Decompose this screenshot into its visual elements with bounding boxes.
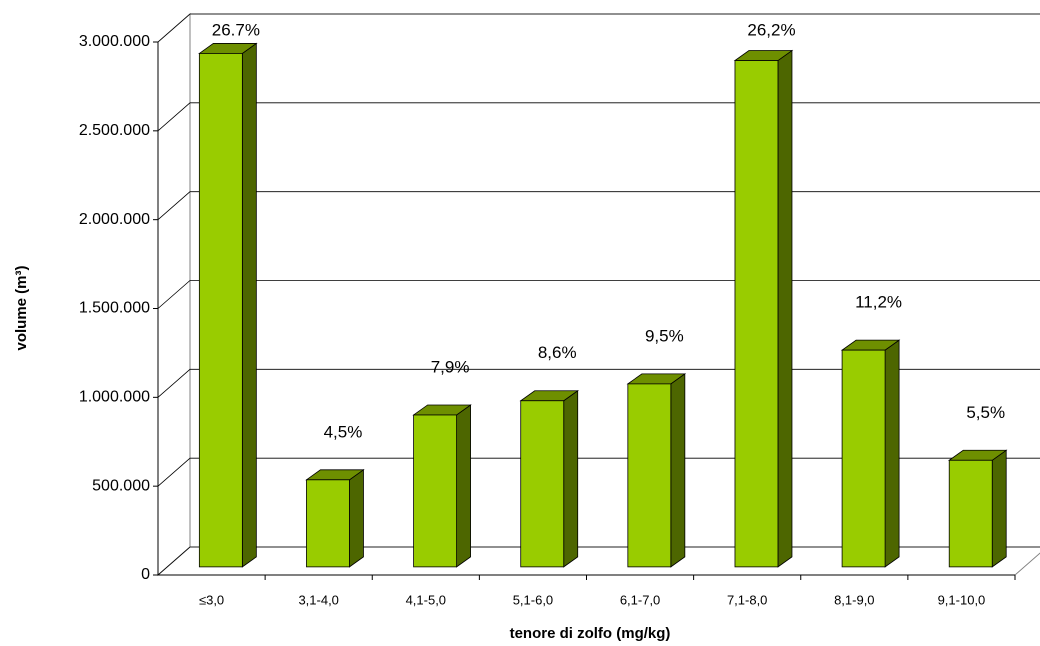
- bar: [841, 349, 886, 568]
- bar-side: [670, 373, 686, 568]
- bar: [198, 53, 243, 568]
- bar: [734, 60, 779, 568]
- bar-side: [777, 49, 793, 568]
- floor: [156, 546, 1040, 576]
- bar-side: [991, 449, 1007, 568]
- x-tick-label: 8,1-9,0: [834, 592, 874, 607]
- data-label: 7,9%: [431, 357, 470, 376]
- bar-side: [563, 389, 579, 568]
- y-axis-title: volume (m³): [13, 265, 30, 350]
- x-tick-label: 7,1-8,0: [727, 592, 767, 607]
- data-label: 26,2%: [747, 20, 795, 39]
- y-tick-label: 1.000.000: [79, 389, 150, 406]
- data-label: 11,2%: [855, 293, 902, 312]
- grid-line: [157, 457, 1040, 487]
- x-tick-label: ≤3,0: [199, 592, 224, 607]
- x-tick-label: 5,1-6,0: [513, 592, 553, 607]
- x-axis-title: tenore di zolfo (mg/kg): [510, 625, 671, 642]
- y-tick-label: 1.500.000: [79, 300, 150, 317]
- y-tick-label: 500.000: [92, 477, 150, 494]
- bar: [413, 414, 457, 568]
- data-label: 9,5%: [645, 326, 684, 345]
- grid-line: [157, 280, 1040, 309]
- x-tick-label: 3,1-4,0: [298, 592, 338, 607]
- x-tick-label: 6,1-7,0: [620, 592, 660, 607]
- data-label: 4,5%: [324, 422, 363, 441]
- grid-line: [157, 102, 1040, 132]
- y-tick-label: 2.000.000: [79, 211, 150, 228]
- x-tick-label: 9,1-10,0: [938, 592, 986, 607]
- bar-side: [349, 469, 364, 568]
- bar: [520, 400, 565, 568]
- bar-side: [884, 339, 900, 568]
- grid-line: [157, 191, 1040, 220]
- x-tick-label: 4,1-5,0: [406, 592, 446, 607]
- data-label: 8,6%: [538, 343, 577, 362]
- bar: [627, 383, 672, 568]
- grid-line: [157, 368, 1040, 398]
- grid-line: [157, 546, 1040, 576]
- y-tick-label: 3.000.000: [79, 33, 150, 50]
- y-tick-label: 0: [141, 566, 150, 583]
- grid-line: [157, 13, 1040, 43]
- data-label: 5,5%: [966, 403, 1005, 422]
- y-tick-label: 2.500.000: [79, 122, 150, 139]
- bar-side: [456, 404, 471, 568]
- data-label: 26.7%: [212, 20, 260, 39]
- bar: [306, 479, 350, 568]
- bar-side: [241, 42, 257, 568]
- bar: [948, 459, 993, 568]
